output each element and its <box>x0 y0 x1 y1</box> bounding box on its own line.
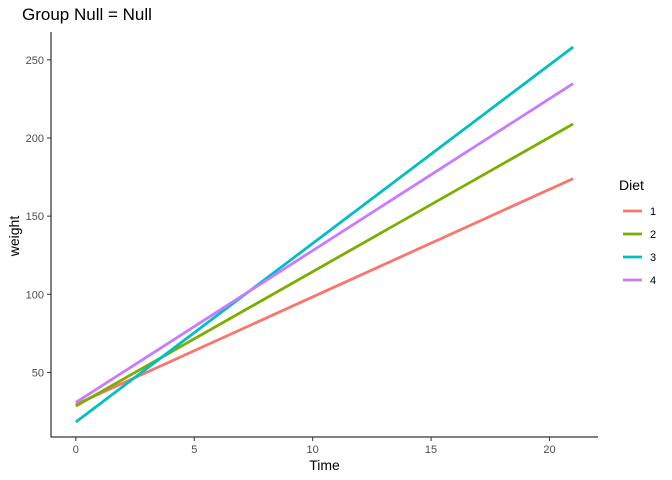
x-axis-ticks: 0 5 10 15 20 <box>73 437 556 456</box>
legend-label-3: 3 <box>650 252 656 264</box>
legend-label-2: 2 <box>650 229 656 241</box>
legend-items: 1 2 3 4 <box>623 206 656 287</box>
x-tick-label: 20 <box>543 444 555 456</box>
x-tick-label: 15 <box>425 444 437 456</box>
plot-area <box>75 45 574 424</box>
x-tick-label: 0 <box>73 444 79 456</box>
y-axis-title: weight <box>6 216 22 258</box>
y-tick-label: 50 <box>32 367 44 379</box>
legend-title: Diet <box>619 177 644 193</box>
series-line-3 <box>75 45 574 424</box>
series-line-2 <box>75 122 574 408</box>
x-tick-label: 10 <box>307 444 319 456</box>
y-tick-label: 250 <box>26 55 44 67</box>
y-tick-label: 100 <box>26 289 44 301</box>
series-line-1 <box>75 177 574 406</box>
chart-title: Group Null = Null <box>22 5 152 24</box>
y-axis-ticks: 50 100 150 200 250 <box>26 55 51 379</box>
x-tick-label: 5 <box>191 444 197 456</box>
legend-label-4: 4 <box>650 275 656 287</box>
legend: Diet 1 2 3 4 <box>619 177 656 287</box>
x-axis-title: Time <box>309 457 340 473</box>
y-tick-label: 150 <box>26 211 44 223</box>
y-tick-label: 200 <box>26 133 44 145</box>
legend-label-1: 1 <box>650 206 656 218</box>
series-line-4 <box>75 82 574 404</box>
